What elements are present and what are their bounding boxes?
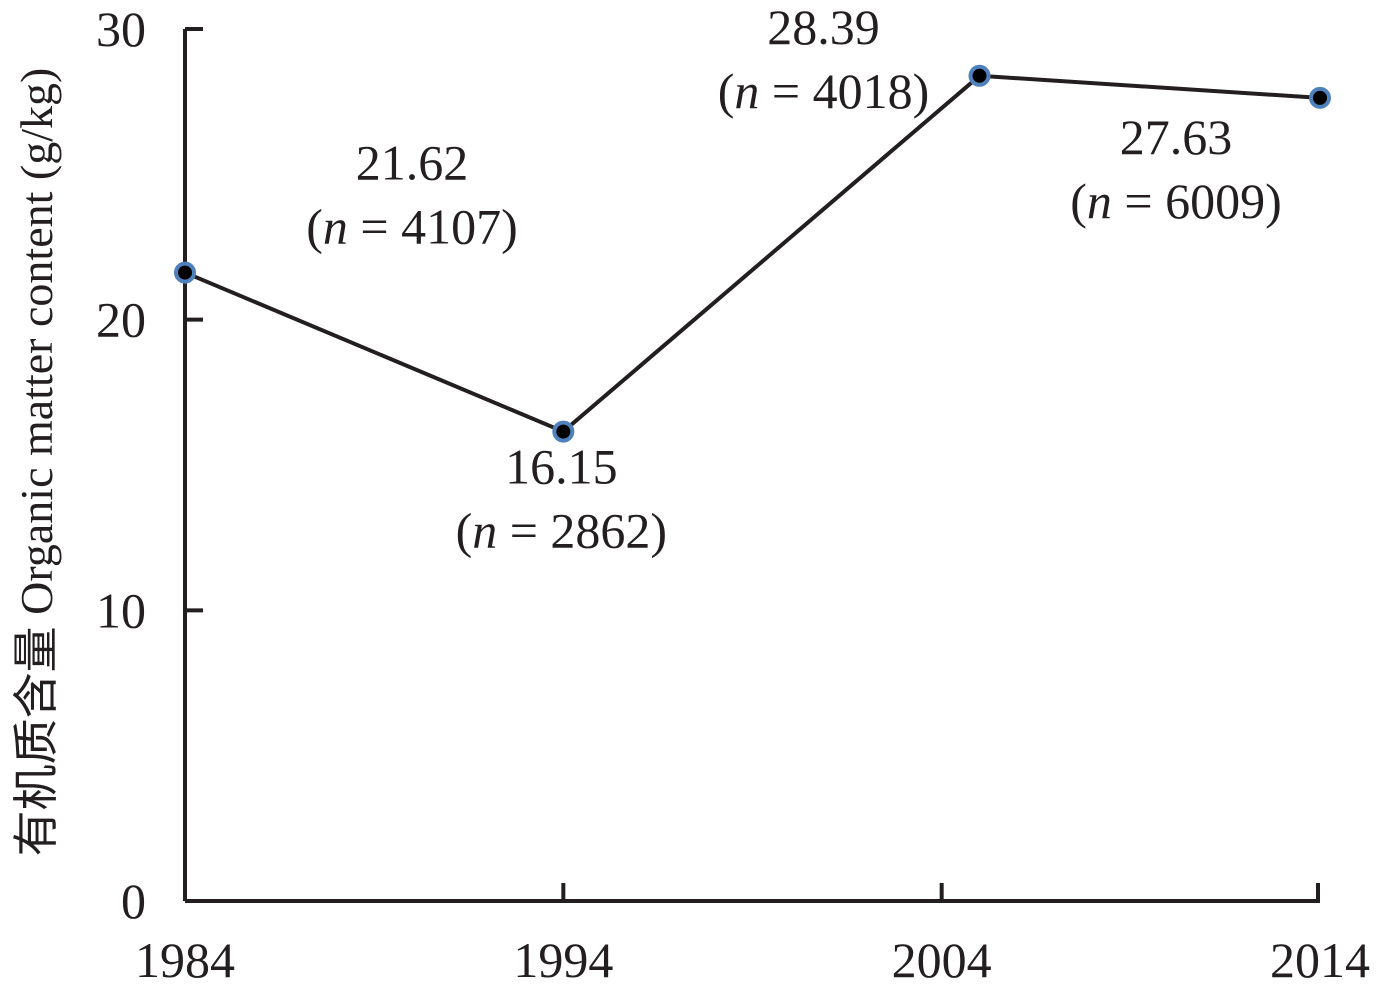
- data-point: [968, 64, 991, 87]
- x-tick-label: 1984: [135, 932, 235, 984]
- data-point: [1309, 86, 1331, 109]
- series-line: [174, 64, 1331, 443]
- axes: 0 10 20 30 1984 1994 2004 2014: [96, 1, 1370, 984]
- data-label-value: 16.15: [505, 439, 618, 495]
- data-label-count: (n = 6009): [1070, 173, 1282, 229]
- y-tick-label: 10: [96, 582, 146, 638]
- data-label-count: (n = 2862): [456, 503, 668, 559]
- x-tick-label: 1994: [513, 932, 613, 984]
- data-point: [552, 420, 575, 443]
- data-label-value: 28.39: [767, 0, 880, 55]
- data-annotations: 21.62 (n = 4107) 16.15 (n = 2862) 28.39 (n = …: [306, 0, 1282, 559]
- data-label-count: (n = 4107): [306, 199, 518, 255]
- y-tick-label: 20: [96, 292, 146, 348]
- data-label-value: 21.62: [356, 135, 469, 191]
- y-tick-label: 30: [96, 1, 146, 57]
- x-tick-label: 2004: [892, 932, 992, 984]
- y-axis-label: 有机质含量 Organic matter content (g/kg): [11, 68, 62, 857]
- data-label-count: (n = 4018): [718, 63, 930, 119]
- data-point: [174, 261, 196, 284]
- series-path: [184, 73, 1321, 434]
- x-tick-label: 2014: [1270, 932, 1370, 984]
- y-tick-label: 0: [121, 873, 146, 929]
- data-label-value: 27.63: [1120, 109, 1233, 165]
